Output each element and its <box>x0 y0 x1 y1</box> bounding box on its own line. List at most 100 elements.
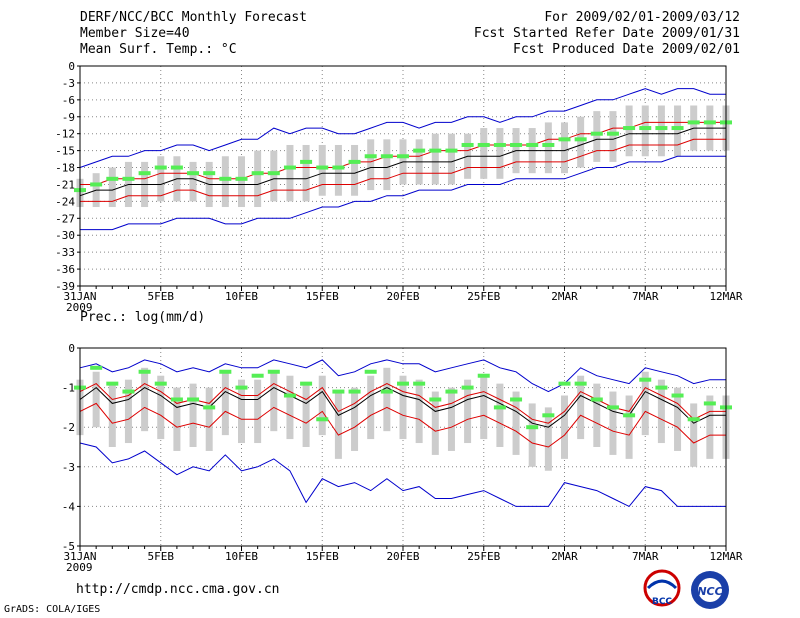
temp-xtick-label-6: 2MAR <box>551 290 578 303</box>
prec-spread-box-37 <box>674 387 682 451</box>
temp-observed-mark-20 <box>397 154 409 159</box>
temp-ytick-label-8: -24 <box>55 195 75 208</box>
prec-spread-box-11 <box>254 379 262 444</box>
prec-ytick-label-5: -5 <box>62 540 75 553</box>
prec-spread-box-38 <box>690 403 698 467</box>
prec-spread-box-34 <box>625 395 633 459</box>
temp-median-line <box>79 127 726 197</box>
temp-observed-mark-17 <box>348 159 361 164</box>
temp-observed-mark-27 <box>510 142 523 147</box>
header-left: DERF/NCC/BCC Monthly Forecast Member Size… <box>80 10 307 58</box>
prec-observed-mark-34 <box>623 413 636 418</box>
prec-observed-mark-23 <box>445 389 458 394</box>
temp-spread-box-25 <box>480 128 488 179</box>
prec-spread-box-25 <box>480 375 488 440</box>
prec-spread-box-15 <box>318 375 326 436</box>
refer-date: Fcst Started Refer Date 2009/01/31 <box>473 26 740 41</box>
temp-ytick-label-12: -36 <box>55 263 75 276</box>
prec-observed-mark-19 <box>380 389 393 394</box>
prec-xtick-label-1: 5FEB <box>148 550 175 563</box>
prec-spread-box-29 <box>544 407 552 471</box>
prec-spread-box-16 <box>334 391 342 459</box>
prec-observed-mark-11 <box>251 373 264 378</box>
prec-spread-box-14 <box>302 383 310 447</box>
temp-xtick-label-2: 10FEB <box>225 290 258 303</box>
prec-spread-box-35 <box>641 371 649 436</box>
prec-spread-box-36 <box>657 379 665 444</box>
prec-ytick-label-2: -2 <box>62 421 75 434</box>
temp-ytick-label-5: -15 <box>55 145 75 158</box>
ncc-logo-icon: NCC <box>691 571 729 609</box>
prec-observed-mark-36 <box>655 385 668 390</box>
prec-observed-mark-37 <box>671 393 684 398</box>
prec-spread-box-10 <box>238 379 245 444</box>
prec-observed-mark-2 <box>106 381 119 386</box>
prec-observed-mark-5 <box>154 381 167 386</box>
prec-spread-box-3 <box>124 379 132 444</box>
temp-observed-mark-30 <box>558 137 571 142</box>
prec-observed-mark-14 <box>300 381 313 386</box>
bcc-logo-text: BCC <box>652 597 672 607</box>
temp-min-line <box>80 155 726 231</box>
prec-observed-mark-16 <box>332 389 345 394</box>
temp-observed-mark-15 <box>316 165 329 170</box>
temp-spread-box-12 <box>270 150 278 202</box>
temp-observed-mark-33 <box>606 131 619 136</box>
temp-observed-mark-39 <box>703 120 716 125</box>
temp-observed-mark-8 <box>203 171 216 176</box>
temp-observed-mark-32 <box>590 131 603 136</box>
temp-spread-box-29 <box>544 122 552 174</box>
prec-spread-box-26 <box>496 383 504 447</box>
prec-observed-mark-6 <box>170 397 183 402</box>
prec-observed-mark-8 <box>203 405 216 410</box>
prec-observed-mark-35 <box>639 377 652 382</box>
temp-spread-box-19 <box>383 139 391 191</box>
prec-observed-mark-9 <box>219 369 232 374</box>
temp-xtick-label-0: 31JAN <box>63 290 96 303</box>
prec-xtick-label-4: 20FEB <box>386 550 419 563</box>
temp-xtick-label-8: 12MAR <box>709 290 742 303</box>
temp-spread-box-32 <box>593 111 601 162</box>
temp-observed-mark-2 <box>106 176 119 181</box>
prec-spread-box-27 <box>512 391 520 455</box>
prec-observed-mark-20 <box>397 381 409 386</box>
temp-spread-box-2 <box>108 167 116 208</box>
temp-observed-mark-13 <box>283 165 296 170</box>
temp-observed-mark-28 <box>526 142 539 147</box>
prec-xtick-label-6: 2MAR <box>551 550 578 563</box>
temp-observed-mark-29 <box>542 142 555 147</box>
prec-spread-box-8 <box>205 387 213 451</box>
temp-max-line <box>79 88 726 168</box>
footer-url[interactable]: http://cmdp.ncc.cma.gov.cn <box>76 582 280 597</box>
prec-spread-box-19 <box>383 367 391 432</box>
temp-observed-mark-14 <box>300 159 313 164</box>
temp-spread-box-23 <box>447 133 455 185</box>
prec-observed-mark-27 <box>510 397 523 402</box>
prec-spread-box-32 <box>593 383 601 447</box>
temp-xtick-label-3: 15FEB <box>306 290 339 303</box>
prec-spread-box-20 <box>399 375 407 440</box>
prec-spread-box-31 <box>577 375 585 440</box>
temp-observed-mark-24 <box>461 142 474 147</box>
temp-spread-box-7 <box>189 161 197 202</box>
temp-spread-box-9 <box>221 156 229 208</box>
temp-observed-mark-21 <box>413 148 426 153</box>
temp-observed-mark-37 <box>671 126 684 131</box>
temp-ytick-label-2: -6 <box>62 94 75 107</box>
temp-observed-mark-35 <box>639 126 652 131</box>
bcc-logo-icon: BCC <box>643 569 681 607</box>
prec-xtick-label-5: 25FEB <box>467 550 500 563</box>
temp-spread-box-30 <box>561 122 568 174</box>
header-right: For 2009/02/01-2009/03/12 Fcst Started Re… <box>474 10 740 58</box>
member-size: Member Size=40 <box>80 26 190 41</box>
temp-observed-mark-4 <box>138 171 151 176</box>
temp-ytick-label-13: -39 <box>55 280 75 293</box>
temp-observed-mark-10 <box>235 176 248 181</box>
prec-observed-mark-15 <box>316 417 329 422</box>
temp-ytick-label-0: 0 <box>68 60 75 73</box>
prec-q25-line <box>79 402 726 448</box>
temp-ytick-label-1: -3 <box>62 77 75 90</box>
temp-ytick-label-7: -21 <box>55 178 75 191</box>
prec-min-line <box>79 442 726 508</box>
